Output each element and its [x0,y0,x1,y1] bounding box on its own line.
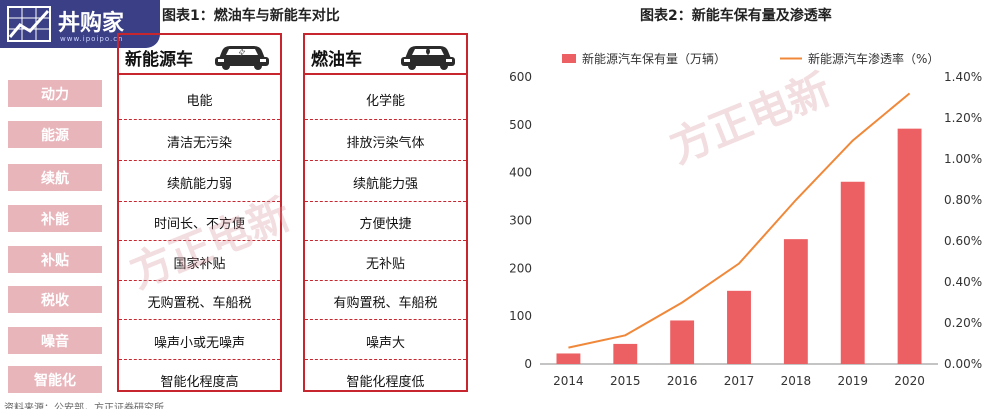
legend-label: 新能源汽车保有量（万辆） [582,51,726,66]
y-right-tick-label: 1.20% [944,111,982,125]
bar [613,343,638,364]
x-tick-label: 2015 [610,374,641,388]
logo-text: 丼购家 [58,11,125,36]
ice-cell: 续航能力强 [352,177,418,192]
row-divider [119,359,280,360]
y-right-tick-label: 0.00% [944,357,982,371]
y-right-tick-label: 0.80% [944,193,982,207]
bar [556,353,581,364]
y-left-tick-label: 100 [509,309,532,323]
ice-column: 燃油车 化学能 排放污染气体 续航能力强 方便快捷 无补贴 有购置税、车船税 噪… [303,33,468,392]
ev-cell: 智能化程度高 [160,375,239,390]
category-label: 税收 [8,286,102,313]
ice-column-title: 燃油车 [311,50,362,70]
figure1-title: 图表1：燃油车与新能车对比 [162,8,340,24]
row-divider [119,160,280,161]
ice-cell: 方便快捷 [359,217,412,232]
bar [670,320,695,364]
ev-cell: 时间长、不方便 [153,217,245,232]
bar [783,239,808,364]
logo-subtext: www.ipoipo.cn [60,35,124,43]
y-left-tick-label: 400 [509,166,532,180]
ice-cell: 化学能 [365,94,405,109]
row-divider [119,201,280,202]
y-left-tick-label: 0 [524,357,532,371]
legend-swatch-bar [562,54,576,63]
x-tick-label: 2014 [553,374,584,388]
x-tick-label: 2018 [781,374,812,388]
ev-cell: 续航能力弱 [166,177,232,192]
y-right-tick-label: 0.20% [944,316,982,330]
row-divider [305,359,466,360]
penetration-line [568,92,911,349]
y-right-tick-label: 0.60% [944,234,982,248]
ice-column-header: 燃油车 [305,35,466,75]
y-left-tick-label: 500 [509,118,532,132]
category-label: 续航 [8,164,102,191]
chart-logo-icon [7,6,51,42]
x-tick-label: 2019 [837,374,868,388]
x-tick-label: 2016 [667,374,698,388]
ev-cell: 国家补贴 [173,257,226,272]
ev-cell: 清洁无污染 [166,136,232,151]
x-tick-label: 2017 [724,374,755,388]
logo: 丼购家 www.ipoipo.cn [0,0,160,48]
row-divider [305,240,466,241]
bar [897,128,922,364]
category-label: 补能 [8,205,102,232]
row-divider [305,119,466,120]
source-note: 资料来源：公安部，方正证券研究所 [4,403,164,409]
x-tick-label: 2020 [894,374,925,388]
bar [840,181,865,364]
ice-cell: 智能化程度低 [346,375,425,390]
electric-car-icon [215,46,269,70]
row-divider [305,160,466,161]
category-label: 智能化 [8,366,102,393]
ice-cell: 无补贴 [365,257,405,272]
row-divider [305,280,466,281]
fuel-car-icon [401,46,455,70]
bar [727,290,751,364]
category-label: 补贴 [8,246,102,273]
y-left-tick-label: 300 [509,214,532,228]
ice-cell: 有购置税、车船税 [333,296,438,311]
ice-cell: 噪声大 [365,336,405,351]
y-right-tick-label: 1.00% [944,152,982,166]
ev-cell: 噪声小或无噪声 [153,336,245,351]
row-divider [305,201,466,202]
category-label: 能源 [8,121,102,148]
legend-label: 新能源汽车渗透率（%） [808,51,939,66]
ev-column-header: 新能源车 [119,35,280,75]
ice-cell: 排放污染气体 [346,136,425,151]
row-divider [119,319,280,320]
y-right-tick-label: 1.40% [944,70,982,84]
ev-cell: 电能 [186,94,213,109]
ev-column: 新能源车 电能 清洁无污染 续航能力弱 时间长、不方便 国家补贴 无购置税、车船… [117,33,282,392]
ev-column-title: 新能源车 [125,50,193,70]
row-divider [119,240,280,241]
row-divider [119,280,280,281]
category-label: 动力 [8,80,102,107]
category-label: 噪音 [8,327,102,354]
row-divider [305,319,466,320]
y-left-tick-label: 200 [509,261,532,275]
y-left-tick-label: 600 [509,70,532,84]
ev-cell: 无购置税、车船税 [147,296,252,311]
y-right-tick-label: 0.40% [944,275,982,289]
ev-ownership-chart: 0 100 200 300 400 500 600 0.00% 0.20% 0.40% 0.60% 0… [509,51,982,388]
figure2-title: 图表2：新能车保有量及渗透率 [640,8,832,24]
row-divider [119,119,280,120]
